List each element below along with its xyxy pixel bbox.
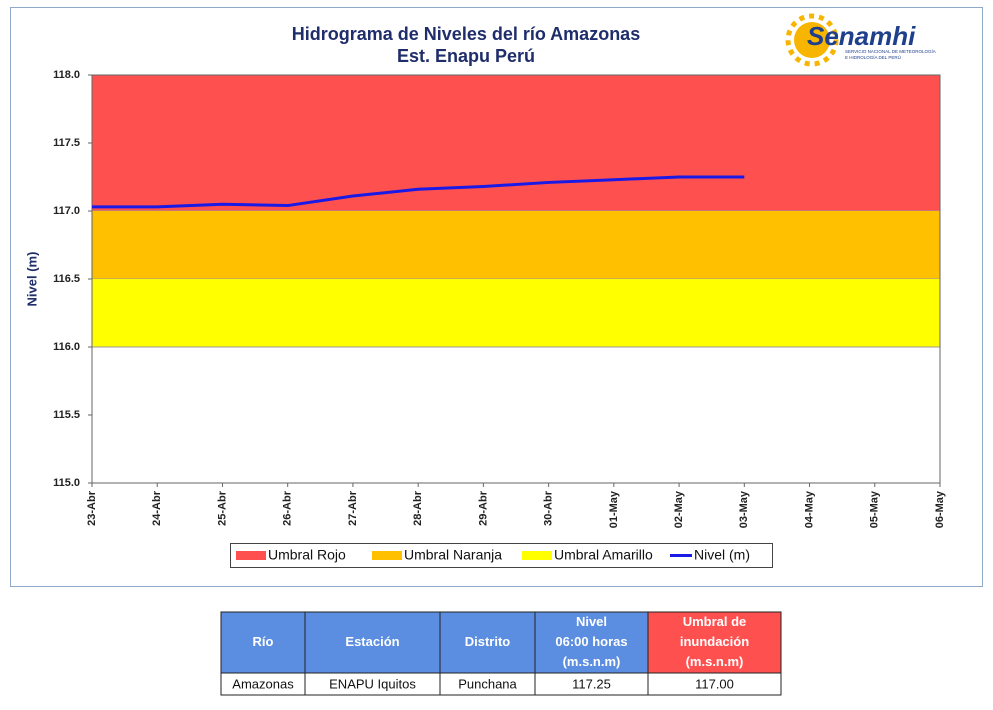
legend-label: Umbral Rojo bbox=[268, 547, 346, 563]
y-tick-label: 115.0 bbox=[53, 477, 80, 489]
cell-text: ENAPU Iquitos bbox=[329, 676, 416, 691]
header-text: Nivel bbox=[576, 614, 607, 629]
x-tick-label: 25-Abr bbox=[216, 490, 228, 526]
legend-swatch bbox=[372, 551, 402, 560]
x-tick-label: 24-Abr bbox=[151, 490, 163, 526]
header-text: Estación bbox=[345, 634, 399, 649]
header-text: Río bbox=[253, 634, 274, 649]
cell-text: Amazonas bbox=[232, 676, 294, 691]
x-tick-label: 04-May bbox=[803, 490, 815, 528]
legend-entries: Umbral Rojo Umbral Naranja Umbral Amarillo… bbox=[236, 547, 750, 563]
threshold-band bbox=[92, 75, 940, 211]
x-tick-label: 01-May bbox=[608, 490, 620, 528]
x-tick-label: 28-Abr bbox=[412, 490, 424, 526]
x-tick-label: 27-Abr bbox=[347, 490, 359, 526]
legend-label: Umbral Naranja bbox=[404, 547, 502, 563]
plot: 115.0 115.5 116.0 116.5 117.0 117.5 118.0 23-Ab… bbox=[53, 69, 946, 528]
y-tick-label: 118.0 bbox=[53, 69, 80, 81]
x-tick-label: 29-Abr bbox=[477, 490, 489, 526]
legend-label: Umbral Amarillo bbox=[554, 547, 653, 563]
legend-swatch bbox=[236, 551, 266, 560]
x-tick-label: 03-May bbox=[738, 490, 750, 528]
logo-tagline: E HIDROLOGÍA DEL PERÚ bbox=[845, 54, 901, 60]
chart-title: Est. Enapu Perú bbox=[397, 46, 535, 66]
x-tick-label: 23-Abr bbox=[86, 490, 98, 526]
logo-rays bbox=[785, 13, 839, 67]
x-tick-label: 30-Abr bbox=[543, 490, 555, 526]
table-cell bbox=[647, 672, 782, 696]
logo-name: Senamhi bbox=[807, 21, 916, 51]
cell-text: 117.00 bbox=[695, 676, 734, 691]
header-text: 06:00 horas bbox=[555, 634, 627, 649]
header-cell bbox=[220, 611, 306, 674]
y-tick-label: 115.5 bbox=[53, 409, 80, 421]
header-text: Umbral de bbox=[683, 614, 747, 629]
header-text: Distrito bbox=[465, 634, 511, 649]
logo-tagline: SERVICIO NACIONAL DE METEOROLOGÍA bbox=[845, 48, 936, 54]
y-tick-label: 116.0 bbox=[53, 341, 80, 353]
x-tick-label: 26-Abr bbox=[282, 490, 294, 526]
threshold-band bbox=[92, 211, 940, 279]
chart-title: Hidrograma de Niveles del río Amazonas bbox=[292, 24, 640, 44]
y-tick-label: 117.0 bbox=[53, 205, 80, 217]
logo: Senamhi SERVICIO NACIONAL DE METEOROLOGÍ… bbox=[785, 13, 936, 67]
x-tick-label: 05-May bbox=[869, 490, 881, 528]
y-tick-label: 116.5 bbox=[53, 273, 80, 285]
x-tick-label: 06-May bbox=[934, 490, 946, 528]
header-text: inundación bbox=[680, 634, 749, 649]
logo-sun bbox=[794, 22, 830, 58]
legend-swatch bbox=[522, 551, 552, 560]
y-axis-label: Nivel (m) bbox=[24, 252, 39, 307]
x-tick-label: 02-May bbox=[673, 490, 685, 528]
y-tick-label: 117.5 bbox=[53, 137, 80, 149]
cell-text: Punchana bbox=[458, 676, 517, 691]
legend-label: Nivel (m) bbox=[694, 547, 750, 563]
table: Río Estación Distrito Nivel 06:00 horas (m.s.… bbox=[220, 611, 782, 696]
cell-text: 117.25 bbox=[572, 676, 611, 691]
header-text: (m.s.n.m) bbox=[563, 654, 621, 669]
header-text: (m.s.n.m) bbox=[686, 654, 744, 669]
threshold-band bbox=[92, 279, 940, 347]
header-cell bbox=[304, 611, 441, 674]
header-cell bbox=[439, 611, 536, 674]
level-line bbox=[92, 175, 745, 209]
